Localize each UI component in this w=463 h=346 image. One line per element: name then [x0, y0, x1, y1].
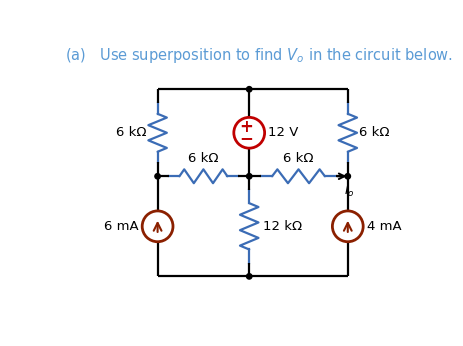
Text: 12 kΩ: 12 kΩ	[263, 220, 302, 233]
Circle shape	[345, 174, 350, 179]
Circle shape	[246, 174, 252, 179]
Text: $I_o$: $I_o$	[344, 184, 355, 199]
Text: −: −	[239, 129, 253, 147]
Text: 4 mA: 4 mA	[367, 220, 402, 233]
Text: 6 kΩ: 6 kΩ	[283, 152, 314, 165]
Circle shape	[246, 274, 252, 279]
Text: 6 kΩ: 6 kΩ	[358, 126, 389, 139]
Text: 12 V: 12 V	[269, 126, 299, 139]
Text: +: +	[239, 118, 253, 136]
Text: 6 kΩ: 6 kΩ	[188, 152, 219, 165]
Text: (a)   Use superposition to find $V_o$ in the circuit below.: (a) Use superposition to find $V_o$ in t…	[65, 46, 453, 65]
Text: 6 kΩ: 6 kΩ	[116, 126, 147, 139]
Circle shape	[246, 86, 252, 92]
Text: 6 mA: 6 mA	[104, 220, 138, 233]
Circle shape	[155, 174, 160, 179]
